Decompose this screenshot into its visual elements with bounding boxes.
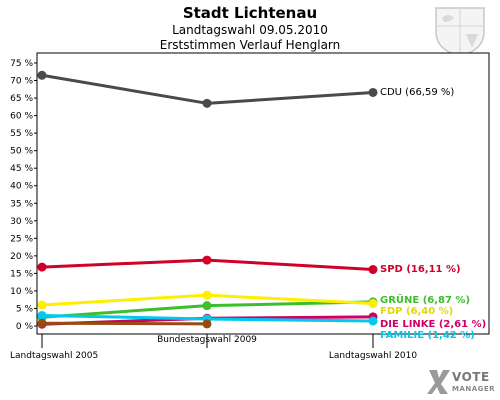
y-tick-label: 50 % <box>10 147 33 157</box>
x-tick-label: Bundestagswahl 2009 <box>157 335 257 345</box>
y-tick-label: 0 % <box>16 322 34 332</box>
data-point-spd <box>368 265 378 275</box>
y-tick-label: 75 % <box>10 59 33 69</box>
y-tick-label: 35 % <box>10 199 33 209</box>
y-tick-label: 45 % <box>10 164 33 174</box>
data-point-familie <box>368 316 378 326</box>
data-point-sonstige <box>202 319 212 329</box>
y-tick-label: 65 % <box>10 94 33 104</box>
data-point-familie <box>37 310 47 320</box>
x-tick-label: Landtagswahl 2010 <box>329 351 418 361</box>
series-label-fdp: FDP (6,40 %) <box>380 306 453 317</box>
y-tick-label: 55 % <box>10 129 33 139</box>
x-tick-label: Landtagswahl 2005 <box>10 351 98 361</box>
series-label-die-linke: DIE LINKE (2,61 %) <box>380 319 486 330</box>
series-label-gr-ne: GRÜNE (6,87 %) <box>380 292 470 306</box>
chart-title: Stadt Lichtenau <box>182 4 318 22</box>
data-point-spd <box>37 262 47 272</box>
y-tick-label: 40 % <box>10 182 33 192</box>
logo-text-vote: VOTE <box>452 370 490 384</box>
series-label-familie: FAMILIE (1,42 %) <box>380 330 475 341</box>
data-point-spd <box>202 255 212 265</box>
data-point-cdu <box>368 87 378 97</box>
data-point-fdp <box>368 299 378 309</box>
y-tick-label: 15 % <box>10 269 33 279</box>
series-label-spd: SPD (16,11 %) <box>380 264 461 275</box>
y-tick-label: 70 % <box>10 77 33 87</box>
y-tick-label: 30 % <box>10 217 33 227</box>
y-tick-label: 25 % <box>10 234 33 244</box>
vote-manager-logo-icon <box>427 370 450 394</box>
chart-subtitle-2: Erststimmen Verlauf Henglarn <box>159 38 341 52</box>
data-point-cdu <box>202 98 212 108</box>
y-tick-label: 10 % <box>10 287 33 297</box>
data-point-cdu <box>37 70 47 80</box>
data-point-gr-ne <box>202 301 212 311</box>
data-point-fdp <box>37 300 47 310</box>
logo-text-manager: MANAGER <box>452 385 496 393</box>
data-point-fdp <box>202 290 212 300</box>
y-tick-label: 20 % <box>10 252 33 262</box>
series-label-cdu: CDU (66,59 %) <box>380 87 454 98</box>
y-tick-label: 60 % <box>10 112 33 122</box>
coat-of-arms-icon <box>435 7 485 57</box>
series-line-sonstige <box>40 321 209 326</box>
chart-subtitle: Landtagswahl 09.05.2010 <box>172 23 328 37</box>
data-point-sonstige <box>37 318 47 328</box>
y-tick-label: 5 % <box>16 304 34 314</box>
